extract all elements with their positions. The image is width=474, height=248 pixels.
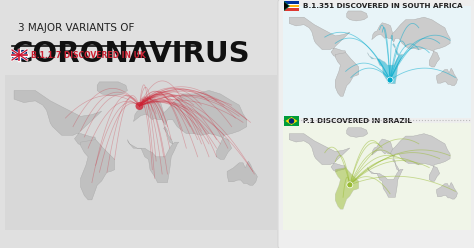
Polygon shape (14, 91, 102, 146)
Bar (284, 8, 299, 11)
Bar (12, 50, 27, 60)
Text: B.1.351 DISCOVERED IN SOUTH AFRICA: B.1.351 DISCOVERED IN SOUTH AFRICA (303, 3, 463, 9)
Polygon shape (97, 82, 128, 96)
Polygon shape (368, 43, 403, 84)
Polygon shape (289, 134, 350, 172)
Polygon shape (81, 140, 115, 200)
Text: 3 MAJOR VARIANTS OF: 3 MAJOR VARIANTS OF (18, 23, 134, 33)
Bar (284, 1, 299, 4)
Bar (284, 5, 299, 7)
Polygon shape (134, 98, 164, 122)
FancyBboxPatch shape (278, 0, 474, 248)
Polygon shape (128, 127, 179, 183)
Polygon shape (284, 1, 290, 11)
Circle shape (136, 102, 144, 110)
Polygon shape (284, 2, 289, 10)
Polygon shape (390, 17, 450, 67)
Polygon shape (437, 68, 457, 86)
Circle shape (289, 118, 294, 124)
Bar (284, 116, 299, 126)
Polygon shape (346, 11, 368, 21)
Bar (283, 6, 471, 118)
Bar (5, 75, 277, 230)
Polygon shape (368, 159, 403, 197)
Polygon shape (372, 139, 392, 155)
Polygon shape (227, 161, 257, 185)
Bar (283, 123, 471, 230)
Polygon shape (285, 117, 298, 125)
Polygon shape (346, 128, 368, 137)
Polygon shape (437, 183, 457, 199)
Polygon shape (289, 17, 350, 57)
Polygon shape (390, 134, 450, 181)
Polygon shape (335, 53, 359, 96)
Polygon shape (335, 168, 359, 209)
Polygon shape (160, 91, 247, 159)
Text: P.1 DISCOVERED IN BRAZIL: P.1 DISCOVERED IN BRAZIL (303, 118, 412, 124)
Text: B.1.1.7 DISCOVERED IN UK: B.1.1.7 DISCOVERED IN UK (31, 51, 146, 60)
Bar (284, 4, 299, 8)
Polygon shape (372, 23, 392, 40)
Circle shape (387, 77, 393, 83)
Text: CORONAVIRUS: CORONAVIRUS (12, 40, 251, 68)
Circle shape (347, 182, 353, 188)
